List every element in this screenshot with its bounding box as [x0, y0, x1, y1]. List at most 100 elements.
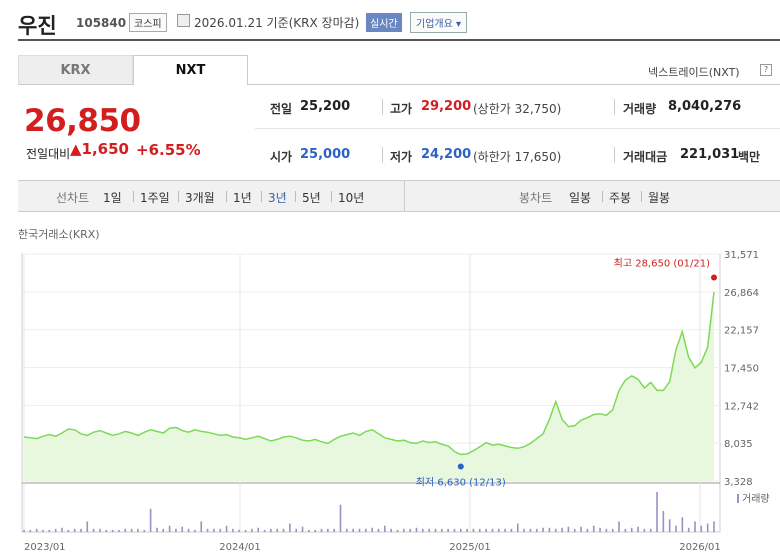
volume-bar	[308, 529, 310, 532]
volume-bar	[86, 521, 89, 532]
volume-bar	[175, 528, 177, 532]
volume-bar	[668, 519, 671, 532]
volume-bar	[371, 527, 373, 532]
volume-bar	[624, 528, 627, 532]
volume-bar	[643, 528, 646, 532]
volume-bar	[29, 529, 32, 532]
basis-date: 2026.01.21 기준(KRX 장마감)	[194, 14, 359, 31]
tab-krx[interactable]: KRX	[18, 55, 133, 85]
volume-bar	[554, 528, 557, 532]
period-1[interactable]: 1주일	[140, 191, 170, 205]
tab-underline	[248, 84, 780, 85]
x-tick-label: 2025/01	[449, 542, 491, 553]
volume-bar	[396, 529, 399, 532]
volume-bar	[377, 528, 380, 532]
period-0[interactable]: 1일	[103, 191, 122, 205]
volume-bar	[656, 492, 658, 532]
volume-bar	[118, 529, 120, 532]
volume-bar	[42, 529, 44, 532]
period-separator	[226, 191, 227, 202]
volume-bar	[713, 521, 715, 532]
chevron-down-icon: ▾	[456, 19, 462, 30]
volume-bar	[67, 529, 70, 532]
low-value: 24,200	[421, 147, 472, 162]
volume-bar	[358, 528, 361, 532]
period-3[interactable]: 1년	[233, 191, 252, 205]
volume-bar	[706, 523, 709, 532]
divider	[614, 99, 615, 115]
volume-bar	[497, 528, 500, 532]
candle-period-0[interactable]: 일봉	[569, 191, 592, 205]
period-5[interactable]: 5년	[302, 191, 321, 205]
volume-bar	[662, 510, 665, 532]
volume-bar	[542, 527, 544, 532]
period-separator	[178, 191, 179, 202]
realtime-button[interactable]: 실시간	[366, 13, 402, 32]
x-tick-label: 2023/01	[24, 542, 66, 553]
volume-bar	[105, 529, 108, 532]
help-icon[interactable]: ?	[760, 64, 772, 76]
volume-bar	[244, 529, 247, 532]
x-tick-label: 2026/01	[679, 542, 721, 553]
change-percent: +6.55%	[136, 141, 201, 159]
volume-bar	[270, 528, 272, 532]
price-line	[23, 291, 715, 456]
up-arrow-icon: ▲	[70, 140, 82, 158]
volume-bar	[415, 527, 418, 532]
volume-bar	[99, 528, 101, 532]
volume-bar	[478, 528, 481, 532]
candle-period-1[interactable]: 주봉	[609, 191, 632, 205]
company-overview-dropdown[interactable]: 기업개요 ▾	[410, 12, 468, 33]
volume-bar	[599, 527, 601, 532]
volume-bar	[225, 525, 228, 532]
y-tick-label: 26,864	[724, 288, 759, 299]
prev-close-label: 전일	[270, 102, 293, 116]
volume-bar	[124, 528, 127, 532]
tab-nxt[interactable]: NXT	[133, 55, 248, 85]
volume-bar	[561, 527, 563, 532]
volume-bar	[472, 528, 475, 532]
lower-limit: (하한가 17,650)	[473, 150, 562, 164]
volume-bar	[535, 528, 538, 532]
chart-source: 한국거래소(KRX)	[18, 228, 100, 241]
high-label: 고가	[390, 102, 413, 116]
volume-bar	[301, 526, 304, 532]
y-tick-label: 3,328	[724, 477, 753, 488]
volume-bar	[314, 529, 316, 532]
period-separator	[641, 191, 642, 202]
volume-bar	[504, 528, 506, 532]
volume-bar	[194, 529, 196, 532]
amount-value: 221,031	[680, 147, 740, 162]
volume-bar	[630, 527, 633, 532]
volume-bar	[162, 528, 165, 532]
basis-text: 기준(KRX 장마감)	[266, 16, 360, 30]
volume-bar	[219, 528, 222, 532]
volume-bar	[485, 528, 487, 532]
upper-limit: (상한가 32,750)	[473, 102, 562, 116]
volume-bar	[384, 525, 386, 532]
volume-bar	[35, 528, 38, 532]
volume-bar	[263, 529, 266, 532]
low-marker	[457, 463, 464, 470]
volume-bar	[649, 528, 652, 532]
chart-frame	[21, 253, 721, 533]
y-tick-label: 8,035	[724, 439, 753, 450]
candle-period-2[interactable]: 월봉	[648, 191, 671, 205]
period-separator	[295, 191, 296, 202]
period-6[interactable]: 10년	[338, 191, 365, 205]
period-separator	[133, 191, 134, 202]
period-selector-bar	[18, 180, 780, 212]
volume-bar	[48, 529, 51, 532]
volume-bar	[573, 528, 576, 532]
volume-bar	[605, 528, 608, 532]
volume-bar	[23, 529, 25, 532]
period-separator	[331, 191, 332, 202]
volume-bar	[428, 528, 430, 532]
divider	[382, 147, 383, 163]
divider	[614, 147, 615, 163]
period-4[interactable]: 3년	[268, 191, 287, 205]
price-chart[interactable]: 31,571 26,864 22,157 17,450 12,742 8,035 3,328…	[0, 250, 780, 559]
nextrade-link[interactable]: 넥스트레이드(NXT)	[648, 66, 740, 79]
period-2[interactable]: 3개월	[185, 191, 215, 205]
prev-close-value: 25,200	[300, 99, 351, 114]
